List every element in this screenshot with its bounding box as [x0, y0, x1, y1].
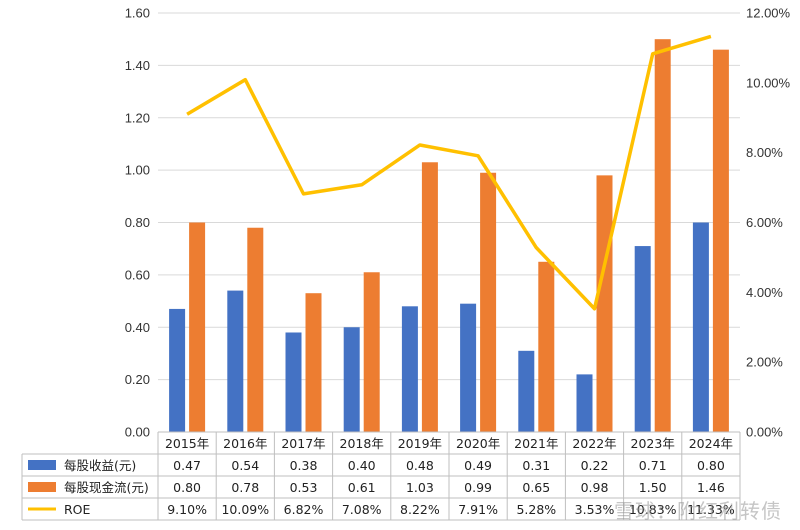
data-value: 10.09%	[221, 502, 269, 517]
category-label: 2020年	[456, 436, 500, 451]
category-label: 2021年	[514, 436, 558, 451]
bar	[712, 49, 729, 432]
data-value: 3.53%	[575, 502, 615, 517]
data-value: 1.50	[639, 480, 667, 495]
right-tick-label: 6.00%	[746, 215, 783, 230]
data-value: 8.22%	[400, 502, 440, 517]
bar	[596, 175, 613, 433]
left-tick-label: 0.60	[125, 267, 150, 282]
category-label: 2017年	[281, 436, 325, 451]
data-value: 0.38	[290, 458, 318, 473]
bar	[518, 350, 535, 432]
bar	[401, 306, 418, 432]
bar	[363, 272, 380, 432]
data-value: 0.49	[464, 458, 492, 473]
right-tick-label: 2.00%	[746, 355, 783, 370]
left-tick-label: 0.40	[125, 320, 150, 335]
series-name: 每股现金流(元)	[64, 480, 149, 495]
category-label: 2015年	[165, 436, 209, 451]
data-value: 0.99	[464, 480, 492, 495]
legend-key-bar	[28, 482, 56, 492]
data-value: 0.71	[639, 458, 667, 473]
left-axis-ticks: 0.00 0.20 0.40 0.60 0.80 1.00 1.20 1.40 1.60	[125, 6, 150, 440]
right-axis-ticks: 0.00% 2.00% 4.00% 6.00% 8.00% 10.00% 12.00%	[746, 6, 791, 440]
watermark: 雪球：附红利转债	[614, 499, 782, 523]
data-value: 10.83%	[629, 502, 677, 517]
left-tick-label: 0.00	[125, 425, 150, 440]
bar	[460, 303, 477, 432]
bar	[169, 308, 186, 432]
data-value: 0.31	[522, 458, 550, 473]
left-tick-label: 1.00	[125, 163, 150, 178]
right-tick-label: 4.00%	[746, 285, 783, 300]
data-value: 0.47	[173, 458, 201, 473]
data-value: 0.48	[406, 458, 434, 473]
right-tick-label: 8.00%	[746, 145, 783, 160]
data-value: 9.10%	[167, 502, 207, 517]
category-label: 2018年	[340, 436, 384, 451]
right-tick-label: 12.00%	[746, 6, 791, 21]
data-value: 0.40	[348, 458, 376, 473]
bar	[654, 39, 671, 432]
category-label: 2019年	[398, 436, 442, 451]
data-value: 7.08%	[342, 502, 382, 517]
data-value: 7.91%	[458, 502, 498, 517]
left-tick-label: 0.20	[125, 372, 150, 387]
data-value: 6.82%	[284, 502, 324, 517]
bar	[692, 222, 709, 432]
bar	[538, 261, 555, 432]
roe-line-series	[186, 34, 712, 311]
gridlines	[158, 12, 740, 433]
category-label: 2016年	[223, 436, 267, 451]
data-value: 5.28%	[516, 502, 556, 517]
data-value: 0.65	[522, 480, 550, 495]
bar	[421, 162, 438, 433]
data-value: 0.80	[697, 458, 725, 473]
series-name: ROE	[64, 502, 91, 517]
legend-key-bar	[28, 460, 56, 470]
category-label: 2022年	[572, 436, 616, 451]
bar	[247, 227, 264, 432]
bar	[634, 246, 651, 432]
data-value: 11.33%	[687, 502, 735, 517]
left-tick-label: 1.60	[125, 6, 150, 21]
category-label: 2023年	[631, 436, 675, 451]
right-tick-label: 0.00%	[746, 425, 783, 440]
data-value: 0.53	[290, 480, 318, 495]
left-tick-label: 1.40	[125, 58, 150, 73]
data-value: 0.98	[581, 480, 609, 495]
data-value: 0.22	[581, 458, 609, 473]
data-value: 0.78	[231, 480, 259, 495]
data-value: 0.80	[173, 480, 201, 495]
bar	[480, 172, 497, 432]
data-value: 1.46	[697, 480, 725, 495]
data-value: 0.54	[231, 458, 259, 473]
bar	[285, 332, 302, 432]
category-label: 2024年	[689, 436, 733, 451]
left-tick-label: 0.80	[125, 215, 150, 230]
bar	[227, 290, 244, 432]
bar-series	[169, 39, 729, 433]
series-name: 每股收益(元)	[64, 458, 136, 473]
right-tick-label: 10.00%	[746, 75, 791, 90]
bar	[305, 293, 322, 432]
bar	[576, 374, 593, 432]
data-value: 0.61	[348, 480, 376, 495]
left-tick-label: 1.20	[125, 110, 150, 125]
bar	[343, 327, 360, 432]
data-value: 1.03	[406, 480, 434, 495]
bar	[189, 222, 206, 432]
data-table: 2015年 2016年 2017年 2018年 2019年 2020年 2021年 2022年…	[21, 431, 741, 521]
roe-line	[186, 34, 712, 311]
